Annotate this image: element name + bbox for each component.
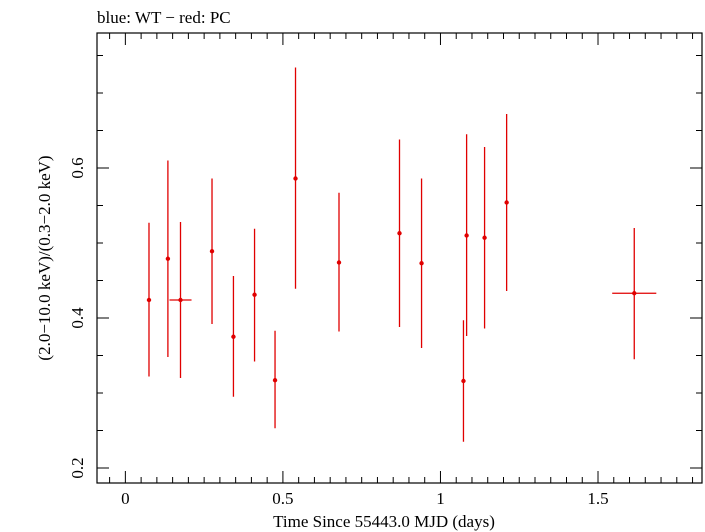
data-point <box>169 222 192 378</box>
data-point <box>165 160 171 357</box>
data-point <box>209 178 215 324</box>
data-point-marker <box>504 200 509 205</box>
data-point <box>252 228 257 362</box>
axis-ticks <box>97 33 702 483</box>
data-point-marker <box>336 260 342 265</box>
data-point-marker <box>146 297 152 303</box>
data-point-marker <box>632 291 637 296</box>
x-axis-label: Time Since 55443.0 MJD (days) <box>273 512 495 531</box>
data-point-marker <box>252 292 257 297</box>
chart-title: blue: WT − red: PC <box>97 8 231 27</box>
y-tick-label: 0.2 <box>68 457 87 478</box>
x-tick-label: 0 <box>121 489 130 508</box>
data-point <box>464 134 469 336</box>
data-point-marker <box>293 176 298 181</box>
data-point <box>231 276 236 397</box>
x-tick-label: 1.5 <box>587 489 608 508</box>
data-point <box>397 139 402 327</box>
data-point-marker <box>209 249 215 254</box>
data-point <box>146 222 152 377</box>
axis-tick-labels: 0 0.5 1 1.5 0.2 0.4 0.6 <box>68 157 609 508</box>
data-point-marker <box>178 297 183 303</box>
data-point <box>461 320 466 442</box>
y-tick-label: 0.6 <box>68 157 87 178</box>
data-point-marker <box>482 235 487 240</box>
data-point-marker <box>464 233 469 238</box>
x-tick-label: 0.5 <box>272 489 293 508</box>
data-point-marker <box>231 334 236 339</box>
data-point <box>336 192 342 332</box>
y-axis-label: (2.0−10.0 keV)/(0.3−2.0 keV) <box>35 155 54 360</box>
data-point <box>482 147 487 329</box>
plot-frame <box>96 32 703 484</box>
data-point-marker <box>165 256 171 261</box>
data-point <box>293 67 298 289</box>
data-point <box>612 228 657 360</box>
data-point-marker <box>419 261 424 266</box>
data-point-marker <box>397 231 402 236</box>
data-point-marker <box>272 378 278 383</box>
data-point <box>419 178 424 348</box>
y-tick-label: 0.4 <box>68 307 87 329</box>
data-point <box>272 330 278 429</box>
x-tick-label: 1 <box>436 489 445 508</box>
data-marks <box>146 67 657 442</box>
data-point <box>504 114 509 291</box>
data-point-marker <box>461 378 466 384</box>
